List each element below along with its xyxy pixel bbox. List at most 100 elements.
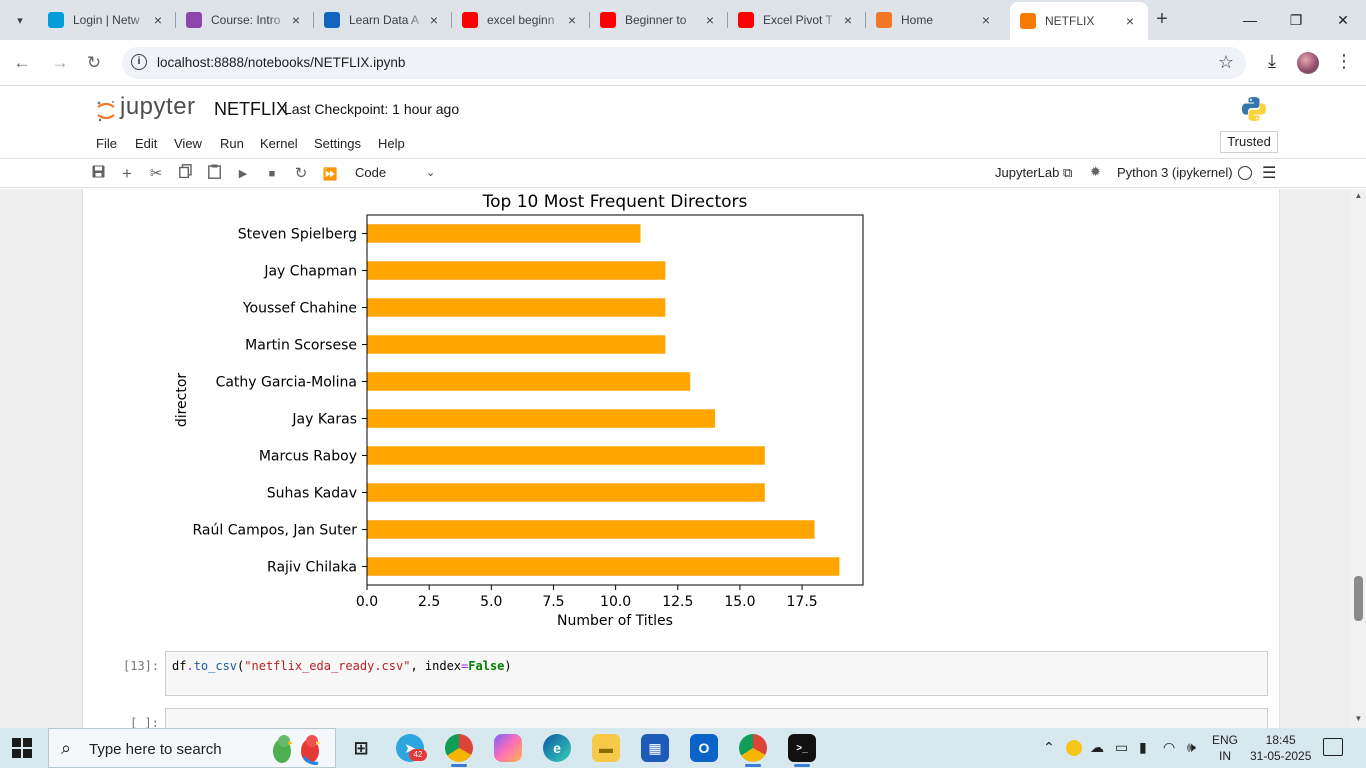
close-tab-icon[interactable]: × (567, 12, 577, 28)
kernel-name[interactable]: Python 3 (ipykernel) (1117, 165, 1233, 180)
back-button[interactable]: ← (13, 53, 31, 72)
cut-icon[interactable]: ✂ (149, 165, 163, 182)
close-tab-icon[interactable]: × (429, 12, 439, 28)
jupyter-logo[interactable]: jupyter (94, 93, 196, 122)
language-indicator[interactable]: ENG IN (1212, 732, 1238, 764)
bookmark-star-icon[interactable]: ☆ (1217, 52, 1234, 72)
chrome-profile-icon[interactable] (739, 734, 767, 767)
scroll-up-icon[interactable]: ▲ (1354, 191, 1363, 200)
browser-tab[interactable]: excel beginn × (452, 4, 590, 36)
run-all-icon[interactable]: ⏩ (322, 167, 338, 181)
code-line[interactable]: df.to_csv("netflix_eda_ready.csv", index… (172, 659, 512, 673)
close-window-icon[interactable]: ✕ (1337, 12, 1349, 28)
menu-file[interactable]: File (96, 136, 117, 151)
microsoft-store-icon[interactable]: ▦ (641, 734, 669, 762)
code-cell[interactable]: df.to_csv("netflix_eda_ready.csv", index… (165, 651, 1268, 696)
minimize-icon[interactable]: — (1243, 12, 1257, 28)
windows-start-icon[interactable] (12, 738, 32, 758)
notebook-title[interactable]: NETFLIX (214, 99, 289, 119)
browser-tab[interactable]: Beginner to × (590, 4, 728, 36)
browser-tab[interactable]: Course: Intro × (176, 4, 314, 36)
site-info-icon[interactable]: i (131, 54, 147, 70)
task-view-icon[interactable]: ⊞ (353, 737, 369, 758)
tab-title: NETFLIX (1045, 14, 1095, 28)
clock-time: 18:45 (1265, 733, 1296, 747)
browser-tab[interactable]: NETFLIX × (1010, 2, 1148, 40)
update-tray-icon[interactable] (1066, 740, 1082, 756)
browser-tab[interactable]: Login | Netw × (38, 4, 176, 36)
browser-tab-strip: ▾ Login | Netw × Course: Intro × Learn Data … (0, 0, 1366, 40)
x-tick-label: 0.0 (356, 594, 378, 610)
close-tab-icon[interactable]: × (1125, 13, 1135, 29)
copy-icon[interactable] (175, 164, 195, 184)
empty-code-cell[interactable] (165, 708, 1268, 728)
chevron-down-icon[interactable]: ⌄ (426, 167, 436, 179)
profile-avatar[interactable] (1297, 52, 1319, 74)
meet-now-icon[interactable]: ▭ (1115, 739, 1129, 755)
show-hidden-icons-icon[interactable]: ⌃ (1043, 739, 1055, 755)
jupyterlab-link[interactable]: JupyterLab ⧉ (995, 165, 1072, 181)
menu-run[interactable]: Run (220, 136, 244, 151)
reload-button[interactable]: ↻ (86, 53, 102, 72)
menu-edit[interactable]: Edit (135, 136, 158, 151)
terminal-icon[interactable]: >_ (788, 734, 816, 767)
onedrive-icon[interactable]: ☁ (1090, 739, 1104, 755)
close-tab-icon[interactable]: × (153, 12, 163, 28)
scrollbar-thumb[interactable] (1354, 576, 1363, 621)
browser-tab[interactable]: Learn Data A × (314, 4, 452, 36)
telegram-unread-badge: 42 (409, 749, 427, 761)
chrome-icon[interactable] (445, 734, 473, 767)
notifications-icon[interactable] (1323, 738, 1343, 756)
outlook-icon[interactable]: O (690, 734, 718, 762)
restore-icon[interactable]: ❐ (1289, 12, 1303, 28)
save-icon[interactable] (88, 164, 108, 184)
code-comma: , (410, 659, 425, 673)
browser-tab[interactable]: Home × (866, 4, 1004, 36)
x-axis-label: Number of Titles (557, 613, 673, 629)
tab-search-chevron-icon[interactable]: ▾ (17, 14, 23, 27)
menu-help[interactable]: Help (378, 136, 405, 151)
new-tab-button[interactable]: + (1156, 8, 1168, 30)
copilot-icon[interactable] (494, 734, 522, 762)
run-icon[interactable]: ▶ (238, 168, 248, 180)
url-text[interactable]: localhost:8888/notebooks/NETFLIX.ipynb (157, 55, 406, 70)
browser-toolbar: ← → ↻ i localhost:8888/notebooks/NETFLIX… (0, 40, 1366, 86)
close-tab-icon[interactable]: × (705, 12, 715, 28)
property-inspector-icon[interactable]: ☰ (1262, 165, 1277, 182)
volume-icon[interactable]: 🕪 (1187, 739, 1196, 755)
chart-bar (367, 335, 666, 354)
close-tab-icon[interactable]: × (291, 12, 301, 28)
cell-prompt-empty: [ ]: (130, 716, 159, 728)
tab-title: Home (901, 13, 934, 27)
code-paren: ( (237, 659, 245, 673)
trusted-indicator[interactable]: Trusted (1220, 131, 1278, 153)
file-explorer-icon[interactable]: ▬ (592, 734, 620, 762)
scroll-down-icon[interactable]: ▼ (1354, 714, 1363, 723)
debugger-bug-icon[interactable]: ✹ (1090, 164, 1101, 179)
add-cell-icon[interactable]: + (122, 164, 132, 183)
browser-tab[interactable]: Excel Pivot T × (728, 4, 866, 36)
battery-icon[interactable]: ▮ (1139, 739, 1147, 755)
clock[interactable]: 18:45 31-05-2025 (1250, 732, 1311, 764)
menu-kernel[interactable]: Kernel (260, 136, 298, 151)
menu-settings[interactable]: Settings (314, 136, 361, 151)
close-tab-icon[interactable]: × (981, 12, 991, 28)
cell-type-select[interactable]: Code (355, 165, 387, 180)
address-bar[interactable]: i localhost:8888/notebooks/NETFLIX.ipynb… (122, 47, 1246, 79)
y-tick-label: Steven Spielberg (238, 227, 357, 243)
wifi-icon[interactable]: ◠ (1163, 739, 1176, 755)
stop-icon[interactable]: ■ (268, 168, 276, 180)
code-operator: . (186, 659, 194, 673)
forward-button[interactable]: → (51, 53, 69, 72)
notebook-scrollbar[interactable]: ▲ ▼ (1351, 189, 1366, 728)
jupyter-menubar: File Edit View Run Kernel Settings Help Truste… (0, 129, 1366, 159)
menu-view[interactable]: View (174, 136, 202, 151)
tab-title: Excel Pivot T (763, 13, 833, 27)
paste-icon[interactable] (204, 164, 224, 184)
edge-icon[interactable]: e (543, 734, 571, 762)
x-tick-label: 12.5 (662, 594, 693, 610)
close-tab-icon[interactable]: × (843, 12, 853, 28)
download-icon[interactable]: ⤓ (1268, 51, 1276, 71)
browser-menu-icon[interactable]: ⋮ (1335, 51, 1353, 71)
restart-icon[interactable]: ↻ (294, 165, 308, 182)
